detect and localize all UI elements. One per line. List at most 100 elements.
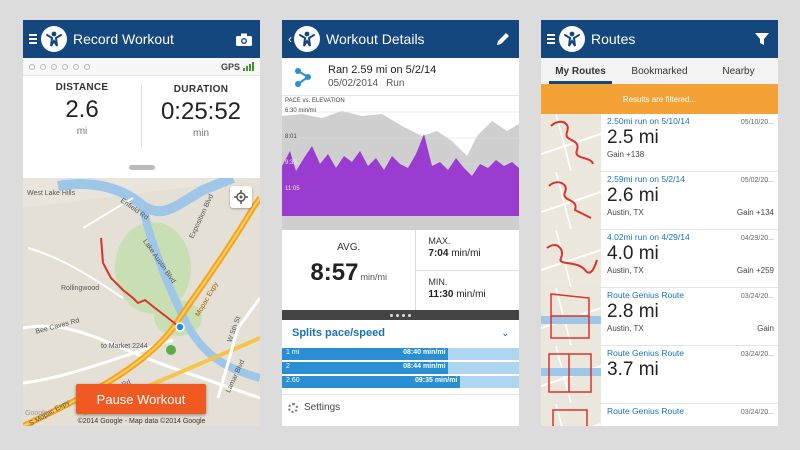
route-name[interactable]: 2.50mi run on 5/10/14 (607, 116, 690, 126)
tab-bookmarked[interactable]: Bookmarked (631, 65, 688, 77)
route-name[interactable]: 4.02mi run on 4/29/14 (607, 232, 690, 242)
route-map-thumbnail (541, 172, 601, 229)
route-date: 03/24/20... (740, 409, 774, 416)
app-logo-icon[interactable] (559, 26, 585, 52)
map-copyright: ©2014 Google - Map data ©2014 Google (77, 418, 206, 425)
max-unit: min/mi (451, 248, 481, 259)
split-label: 2 (286, 363, 290, 370)
workout-type: Run (386, 78, 405, 89)
route-name[interactable]: 2.59mi run on 5/2/14 (607, 174, 685, 184)
distance-value: 2.6 (65, 96, 99, 123)
route-location: Austin, TX (607, 266, 644, 275)
duration-value: 0:25:52 (160, 98, 242, 125)
menu-icon[interactable] (547, 34, 555, 44)
route-date: 03/24/20... (740, 351, 774, 358)
route-date: 03/24/20... (740, 293, 774, 300)
route-name[interactable]: Route Genius Route (607, 406, 685, 416)
chart-tick: 9:33 (285, 160, 297, 166)
distance-unit: mi (76, 126, 88, 137)
back-chevron-icon[interactable]: ‹ (288, 32, 292, 46)
watch-icon (84, 63, 90, 70)
chevron-down-icon[interactable]: ⌄ (501, 327, 509, 338)
record-workout-screen: Record Workout GPS DISTANCE 2.6 (23, 20, 260, 426)
split-bar (282, 348, 448, 360)
sensor-icon (40, 63, 46, 70)
pace-elevation-chart[interactable]: PACE vs. ELEVATION 6:30 min/mi 8:01 9:33… (282, 96, 519, 230)
route-distance: 2.5 mi (607, 127, 659, 148)
splits-list: 1 mi 08:40 min/mi 2 08:44 min/mi 2.60 09:35 m… (282, 348, 519, 388)
screen-title: Record Workout (73, 31, 174, 47)
workout-details-screen: ‹ Workout Details Ran 2.59 mi on 5/2/14 … (282, 20, 519, 426)
map-label: Rollingwood (61, 285, 100, 292)
chart-tick: 6:30 min/mi (285, 108, 317, 114)
max-pace: MAX. 7:04 min/mi (416, 230, 519, 270)
screen-title: Routes (591, 31, 636, 47)
route-distance: 4.0 mi (607, 243, 659, 264)
split-time: 08:40 min/mi (403, 349, 446, 356)
route-date: 05/02/20... (740, 177, 774, 184)
chart-title: PACE vs. ELEVATION (285, 98, 345, 104)
edit-pencil-icon[interactable] (493, 29, 513, 49)
max-value: 7:04 (428, 248, 449, 259)
my-location-button[interactable] (230, 186, 252, 208)
splits-header[interactable]: Splits pace/speed ⌄ (282, 320, 519, 346)
tab-my-routes[interactable]: My Routes (541, 58, 620, 84)
drawer-handle[interactable] (23, 156, 260, 178)
avg-unit: min/mi (360, 272, 387, 282)
menu-icon[interactable] (29, 34, 37, 44)
settings-row[interactable]: Settings (282, 394, 519, 420)
google-watermark: Google (25, 410, 48, 417)
page-indicator[interactable] (282, 310, 519, 320)
route-distance: 2.8 mi (607, 301, 659, 322)
pace-stats: AVG. 8:57 min/mi MAX. 7:04 min/mi MIN. 11… (282, 230, 519, 310)
route-location: Austin, TX (607, 324, 644, 333)
route-list-item[interactable]: 2.50mi run on 5/10/14 05/10/20... 2.5 mi Ga… (541, 114, 778, 172)
route-name[interactable]: Route Genius Route (607, 290, 685, 300)
avg-value: 8:57 (310, 259, 359, 286)
filter-icon[interactable] (752, 29, 772, 49)
split-label: 1 mi (286, 349, 300, 356)
split-bar (282, 376, 460, 388)
duration-label: DURATION (173, 84, 229, 95)
route-list-item[interactable]: 4.02mi run on 4/29/14 04/29/20... 4.0 mi Au… (541, 230, 778, 288)
map-label: West Lake Hills (27, 190, 76, 197)
route-list-item[interactable]: 2.59mi run on 5/2/14 05/02/20... 2.6 mi Aus… (541, 172, 778, 230)
route-map-thumbnail (541, 114, 601, 171)
camera-icon[interactable] (234, 29, 254, 49)
filter-banner[interactable]: Results are filtered... (541, 84, 778, 114)
splits-title: Splits pace/speed (292, 327, 385, 339)
crosshair-icon (234, 190, 248, 204)
route-list-item[interactable]: Route Genius Route 03/24/20... 2.8 mi Austi… (541, 288, 778, 346)
tab-nearby[interactable]: Nearby (722, 65, 755, 77)
screen-title: Workout Details (326, 31, 425, 47)
route-distance: 3.7 mi (607, 359, 659, 380)
route-name[interactable]: Route Genius Route (607, 348, 685, 358)
split-row: 2 08:44 min/mi (282, 362, 519, 374)
app-logo-icon[interactable] (294, 26, 320, 52)
distance-metric: DISTANCE 2.6 mi (23, 76, 141, 156)
split-row: 2.60 09:35 min/mi (282, 376, 519, 388)
route-map[interactable]: West Lake Hills Enfield Rd Exposition Bl… (23, 178, 260, 426)
route-map-thumbnail (541, 404, 601, 426)
app-bar: Routes (541, 20, 778, 58)
route-list-item[interactable]: Route Genius Route 03/24/20... (541, 404, 778, 426)
chart-tick: 8:01 (285, 134, 297, 140)
route-map-thumbnail (541, 230, 601, 287)
route-location: Gain +138 (607, 150, 645, 159)
min-unit: min/mi (456, 288, 486, 300)
sensor-status-row: GPS (23, 58, 260, 76)
avg-pace: AVG. 8:57 min/mi (282, 230, 417, 310)
app-logo-icon[interactable] (41, 26, 67, 52)
app-bar: Record Workout (23, 20, 260, 58)
route-icon[interactable] (292, 66, 314, 88)
sensor-icon (51, 63, 57, 70)
route-list-item[interactable]: Route Genius Route 03/24/20... 3.7 mi (541, 346, 778, 404)
route-date: 05/10/20... (740, 119, 774, 126)
split-time: 08:44 min/mi (403, 363, 446, 370)
route-gain: Gain (757, 324, 774, 333)
gear-icon (288, 402, 298, 413)
min-pace: MIN. 11:30 min/mi (416, 269, 519, 311)
route-location: Austin, TX (607, 208, 644, 217)
heart-icon (73, 63, 79, 70)
pause-workout-button[interactable]: Pause Workout (76, 384, 206, 414)
